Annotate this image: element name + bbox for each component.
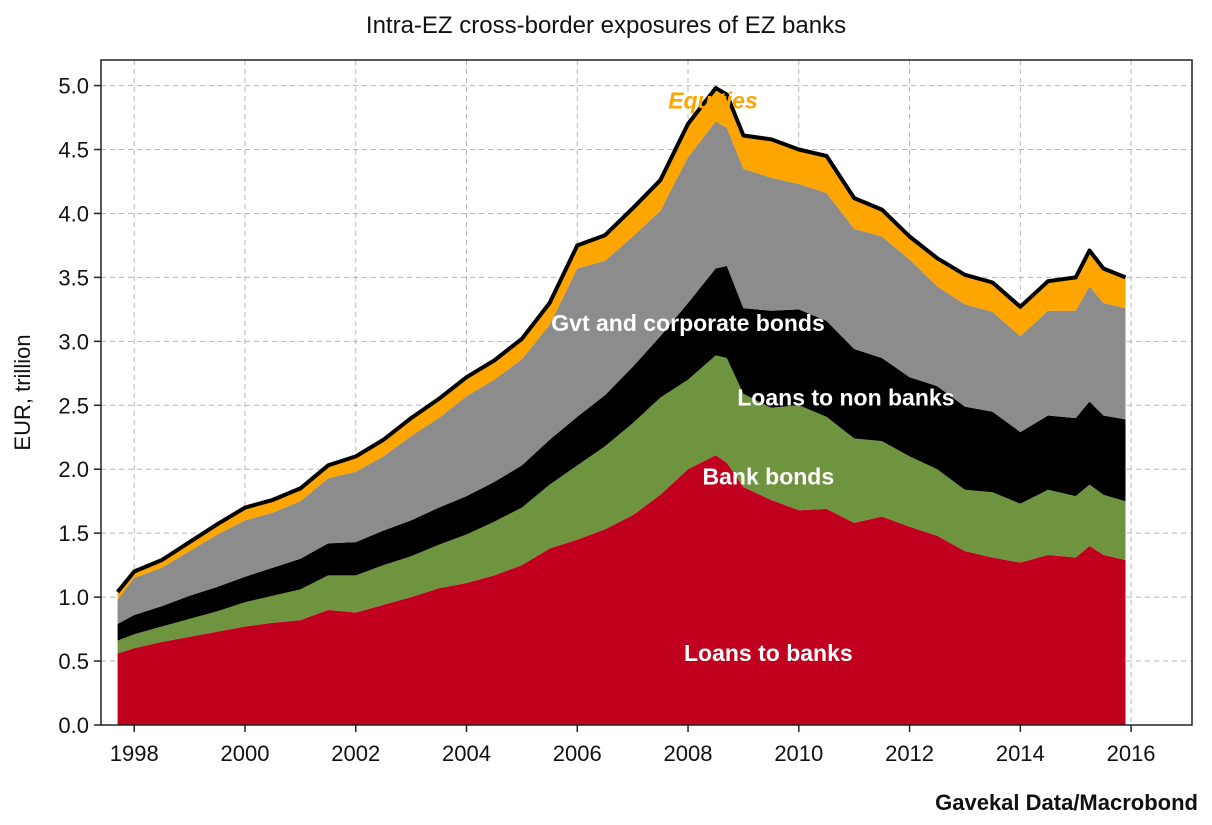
x-tick-label: 2004 (442, 741, 491, 766)
area-loans-to-non-banks (117, 265, 1126, 641)
area-label-bank-bonds: Bank bonds (703, 464, 835, 490)
y-tick-label: 2.0 (58, 457, 89, 482)
area-label-layer: Equities Gvt and corporate bonds Loans to … (551, 88, 954, 666)
x-tick-label: 2012 (885, 741, 934, 766)
area-loans-to-banks (117, 455, 1126, 725)
y-tick-label: 1.5 (58, 521, 89, 546)
y-axis-title: EUR, trillion (10, 334, 35, 450)
chart-title: Intra-EZ cross-border exposures of EZ ba… (365, 12, 847, 39)
x-tick-label: 2016 (1107, 741, 1156, 766)
y-tick-label: 2.5 (58, 393, 89, 418)
x-tick-label: 2008 (664, 741, 713, 766)
y-tick-label: 4.0 (58, 201, 89, 226)
x-tick-label: 2002 (331, 741, 380, 766)
y-tick-label: 0.0 (58, 713, 89, 738)
x-tick-label: 1998 (110, 741, 159, 766)
plot-frame (100, 59, 1193, 726)
y-tick-label: 1.0 (58, 585, 89, 610)
x-tick-label: 2006 (553, 741, 602, 766)
source-note: Gavekal Data/Macrobond (935, 790, 1198, 815)
x-tick-label: 2000 (221, 741, 270, 766)
x-tick-label: 2010 (774, 741, 823, 766)
area-label-loans-non-banks: Loans to non banks (737, 384, 954, 410)
area-gvt-and-corporate-bonds (117, 121, 1126, 625)
y-tick-label: 3.0 (58, 329, 89, 354)
area-equities (117, 88, 1126, 600)
x-tick-label: 2014 (996, 741, 1045, 766)
y-tick-label: 5.0 (58, 74, 89, 99)
y-tick-label: 0.5 (58, 649, 89, 674)
area-layer (116, 86, 1127, 725)
y-tick-label: 4.5 (58, 138, 89, 163)
area-label-equities: Equities (668, 88, 757, 114)
y-tick-label: 3.5 (58, 265, 89, 290)
total-outline (116, 86, 1127, 594)
area-bank-bonds (117, 355, 1126, 654)
area-label-gvt-bonds: Gvt and corporate bonds (551, 310, 824, 336)
axis-layer: 0.0 0.5 1.0 1.5 2.0 2.5 3.0 3.5 4.0 4.5 5.0 1998 200… (10, 59, 1193, 766)
area-label-loans-banks: Loans to banks (684, 640, 853, 666)
